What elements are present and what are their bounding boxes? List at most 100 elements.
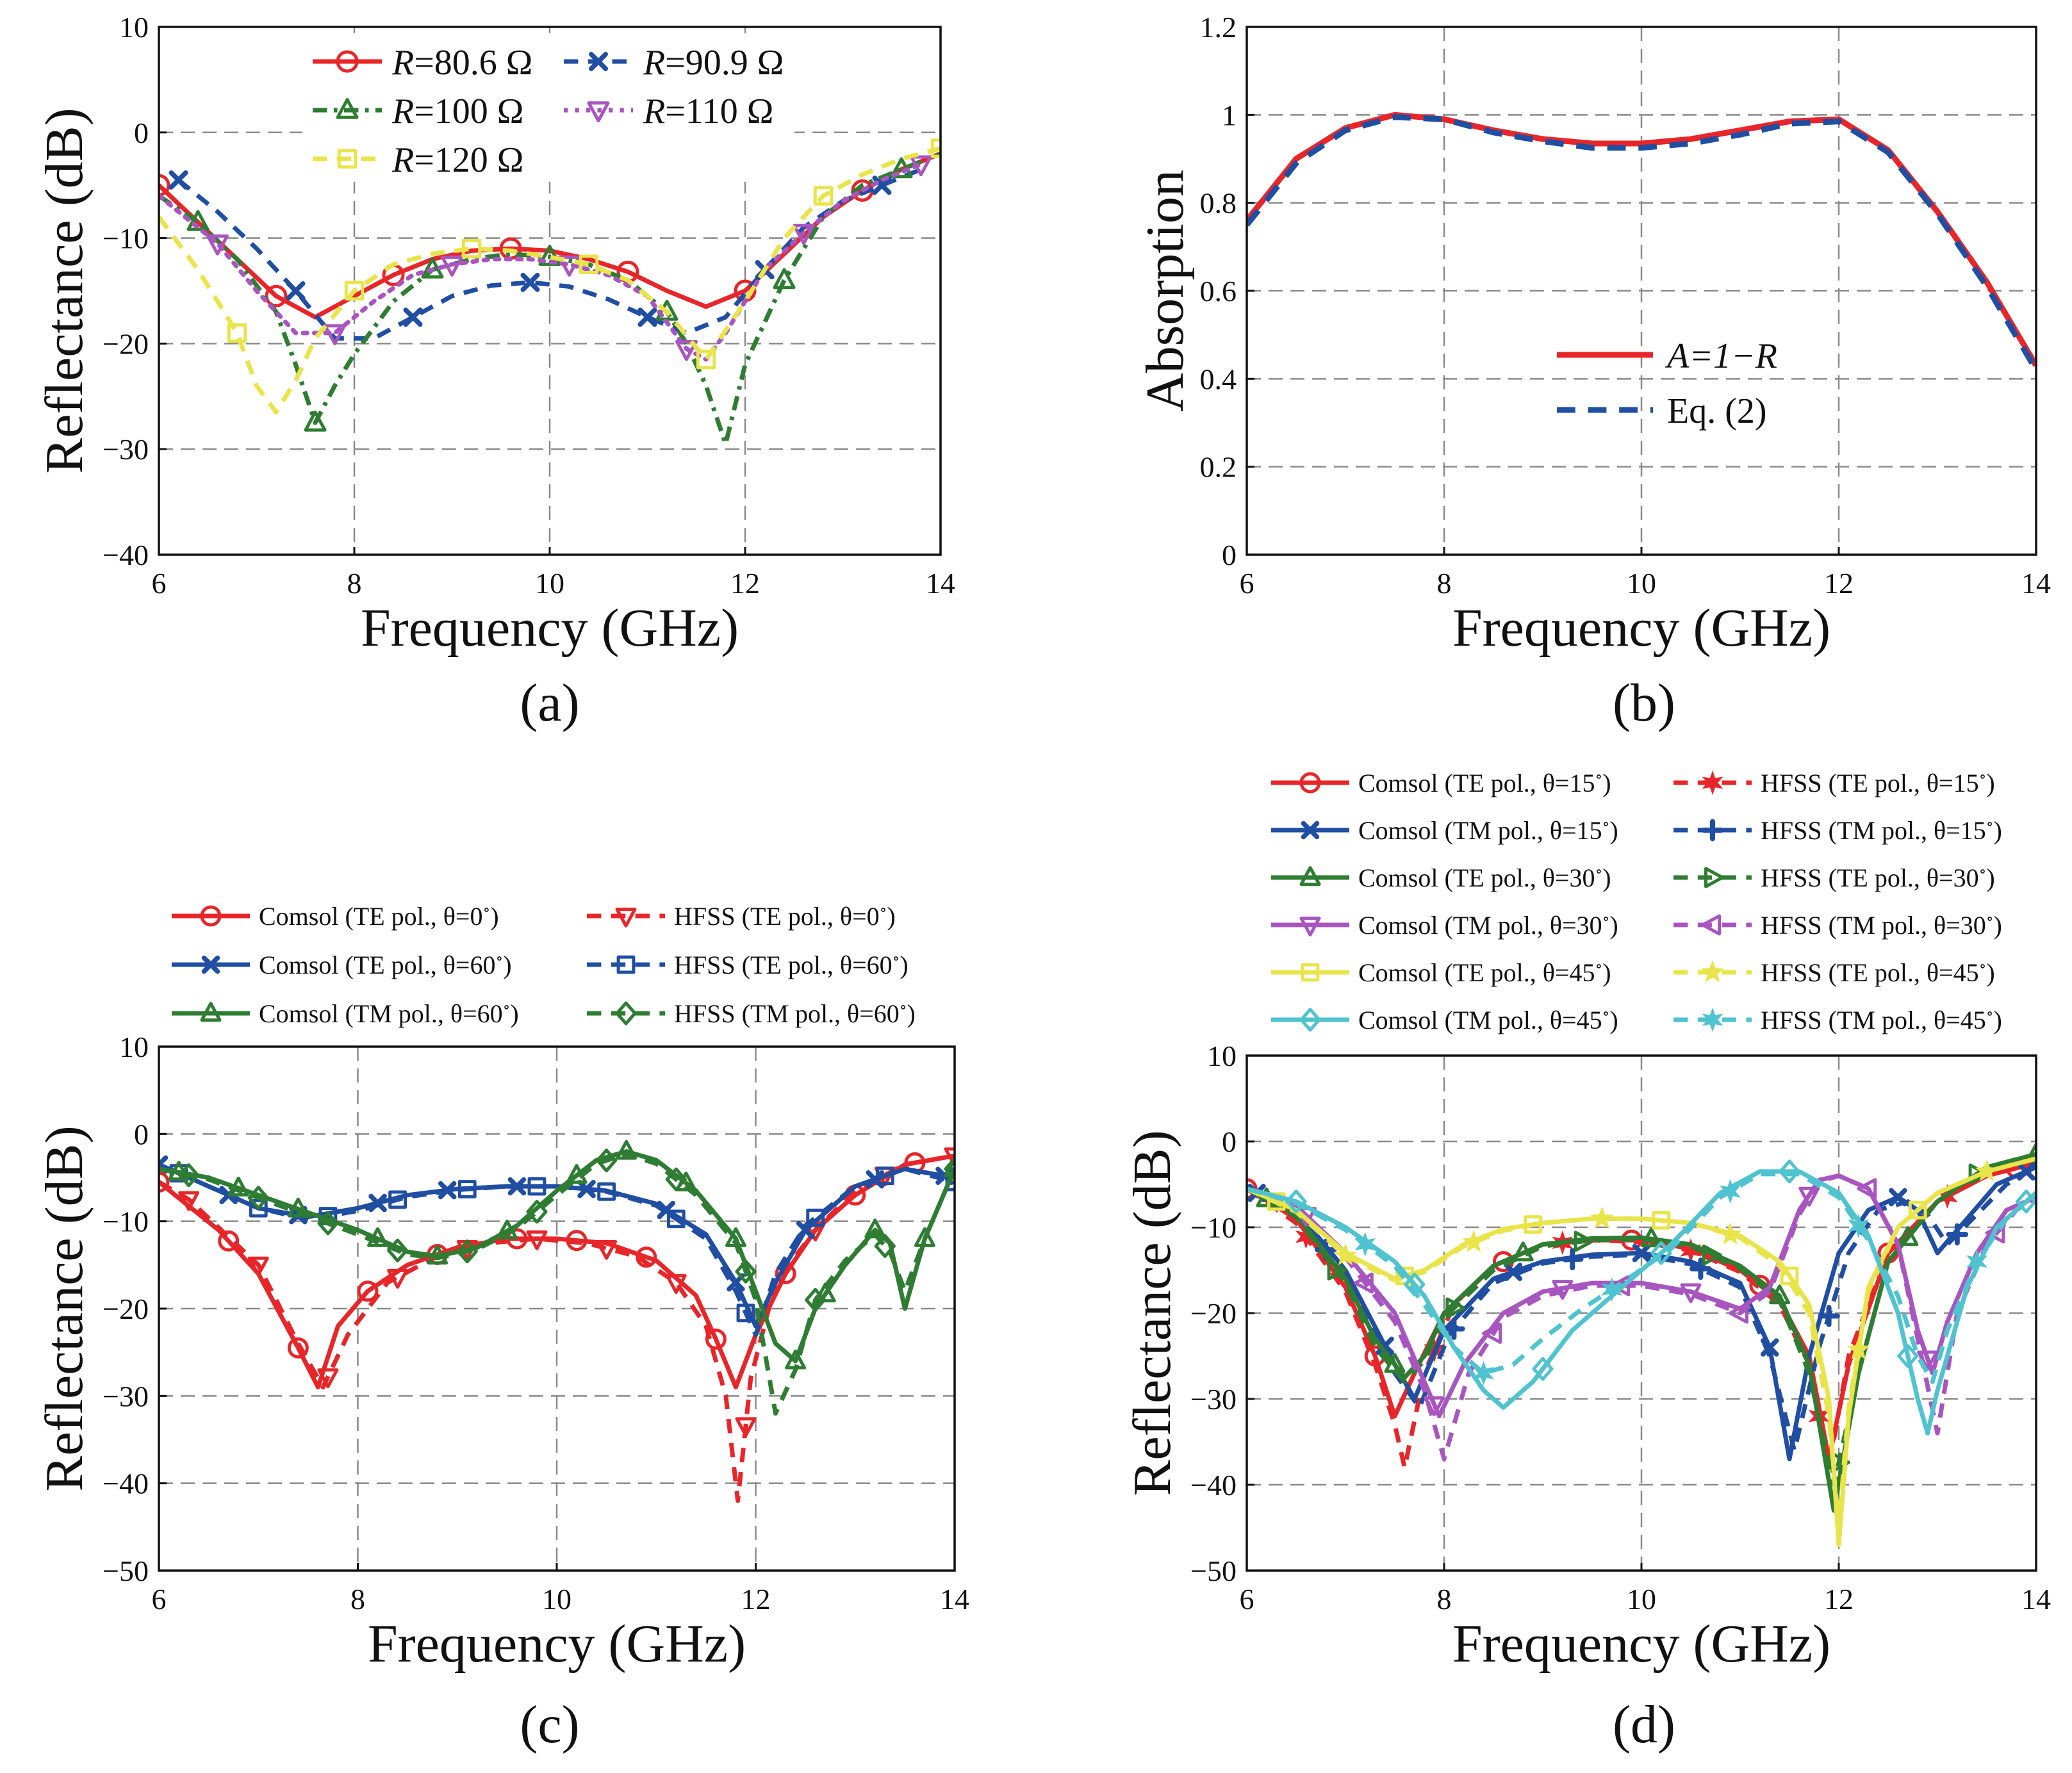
x-tick-label: 12 [741, 1583, 771, 1615]
legend-entry: Comsol (TE pol., θ=0∘) [172, 902, 499, 931]
legend-label-main: HFSS (TE pol., θ=60 [674, 951, 892, 979]
legend-label-end: ) [907, 999, 916, 1028]
data-point [1680, 1283, 1702, 1303]
data-point [1975, 1159, 1998, 1182]
legend-marker [1299, 866, 1321, 886]
panel-label: (b) [1613, 673, 1675, 733]
y-tick-label: 1.2 [1200, 11, 1237, 44]
panel-label: (c) [520, 1695, 579, 1754]
data-point [249, 1198, 268, 1218]
data-point [1857, 1178, 1877, 1200]
legend-label: Comsol (TM pol., θ=15∘) [1358, 816, 1618, 845]
legend-entry: Comsol (TM pol., θ=60∘) [172, 999, 519, 1028]
legend-label-degree: ∘ [1979, 958, 1987, 975]
legend-label-degree: ∘ [503, 999, 511, 1016]
x-tick-label: 6 [1240, 567, 1254, 600]
legend-entry: R=110 Ω [564, 92, 773, 131]
data-point [287, 1197, 309, 1218]
data-point [1798, 1186, 1820, 1207]
y-tick-label: 0.8 [1200, 187, 1237, 220]
y-tick-label: 0 [1222, 539, 1237, 571]
data-point [1780, 1266, 1799, 1286]
legend-label-end: ) [1609, 1006, 1618, 1034]
y-tick-label: −20 [103, 327, 149, 360]
data-point [665, 1167, 687, 1191]
data-point [1445, 1297, 1466, 1319]
data-point [1590, 1206, 1614, 1229]
legend-marker [1704, 867, 1724, 888]
legend-label: HFSS (TE pol., θ=15∘) [1761, 769, 1995, 797]
legend-label-end: ) [900, 951, 908, 979]
legend-entry: Comsol (TE pol., θ=30∘) [1271, 863, 1611, 892]
legend-marker [615, 908, 637, 927]
legend-marker [1701, 819, 1724, 842]
series-line [1247, 1172, 2036, 1384]
legend-label-var: R [391, 43, 414, 83]
y-tick-label: 0.4 [1200, 363, 1237, 395]
axes-frame [158, 1045, 956, 1572]
data-point [441, 256, 463, 277]
x-tick-label: 6 [152, 567, 167, 600]
x-tick-label: 14 [2021, 567, 2051, 600]
legend-label: Comsol (TE pol., θ=15∘) [1358, 769, 1611, 797]
legend-label: Comsol (TE pol., θ=0∘) [259, 902, 499, 931]
legend-label-end: ) [1609, 816, 1618, 845]
legend-label-degree: ∘ [1602, 911, 1610, 927]
data-point [1353, 1272, 1374, 1294]
x-axis-label: Frequency (GHz) [368, 1614, 746, 1674]
legend-entry: Comsol (TE pol., θ=45∘) [1271, 958, 1611, 987]
legend-label-end: ) [1602, 958, 1611, 987]
y-tick-label: 0.6 [1200, 275, 1237, 307]
legend-label-end: ) [490, 902, 498, 931]
legend-label-main: Comsol (TE pol., θ=30 [1358, 863, 1595, 892]
series-d-12 [1247, 1172, 2036, 1385]
legend-entry: Comsol (TM pol., θ=45∘) [1271, 1006, 1618, 1034]
data-point [705, 1328, 727, 1350]
panel-b: 6 8 10 12 14 0 0.2 0.4 0.6 0.8 1 1.2 Frequency (GHz)… [1135, 11, 2051, 733]
legend-entry: R=100 Ω [313, 92, 523, 131]
legend-marker [589, 52, 608, 71]
legend-label-degree: ∘ [496, 951, 504, 967]
legend-label: HFSS (TE pol., θ=60∘) [674, 951, 909, 979]
legend-label-end: ) [510, 999, 518, 1028]
legend-label-value: =110 Ω [665, 92, 773, 131]
grid-b [1247, 27, 2036, 555]
legend-marker [616, 955, 636, 974]
legend-entry: Comsol (TM pol., θ=30∘) [1271, 911, 1618, 940]
legend-marker [1301, 821, 1320, 840]
x-tick-label: 14 [940, 1583, 969, 1615]
legend-b: A=1−R Eq. (2) [1557, 336, 1777, 431]
data-point [317, 1368, 339, 1389]
x-tick-label: 10 [542, 1583, 571, 1615]
data-point [538, 245, 561, 266]
data-point [178, 1163, 200, 1188]
x-tick-label: 10 [1627, 1583, 1656, 1615]
legend-label-end: ) [1994, 816, 2002, 845]
data-point [526, 1200, 548, 1224]
data-point [665, 1274, 687, 1294]
legend-entry: HFSS (TM pol., θ=60∘) [587, 999, 916, 1028]
data-point [421, 257, 444, 279]
legend-label-end: ) [1602, 863, 1611, 892]
x-axis-label: Frequency (GHz) [1452, 1614, 1830, 1674]
legend-label-degree: ∘ [1595, 958, 1603, 975]
data-point [1640, 1227, 1662, 1248]
legend-entry: HFSS (TM pol., θ=15∘) [1673, 816, 2002, 845]
data-point [387, 1268, 409, 1289]
legend-marker [336, 98, 359, 119]
data-point [1267, 1192, 1286, 1211]
series-line [159, 1153, 955, 1503]
data-point [813, 186, 834, 206]
legend-label-main: Comsol (TE pol., θ=60 [259, 951, 496, 979]
legend-entry: Comsol (TM pol., θ=15∘) [1271, 816, 1618, 845]
y-tick-label: 0 [134, 1118, 149, 1150]
data-point [159, 174, 170, 197]
data-point [1482, 1323, 1502, 1344]
legend-label: R=80.6 Ω [391, 43, 532, 83]
legend-label-degree: ∘ [1979, 769, 1987, 785]
y-axis-label: Reflectance (dB) [35, 108, 94, 473]
data-point [317, 1211, 339, 1236]
x-tick-label: 14 [926, 567, 955, 600]
legend-label-degree: ∘ [1595, 863, 1603, 880]
